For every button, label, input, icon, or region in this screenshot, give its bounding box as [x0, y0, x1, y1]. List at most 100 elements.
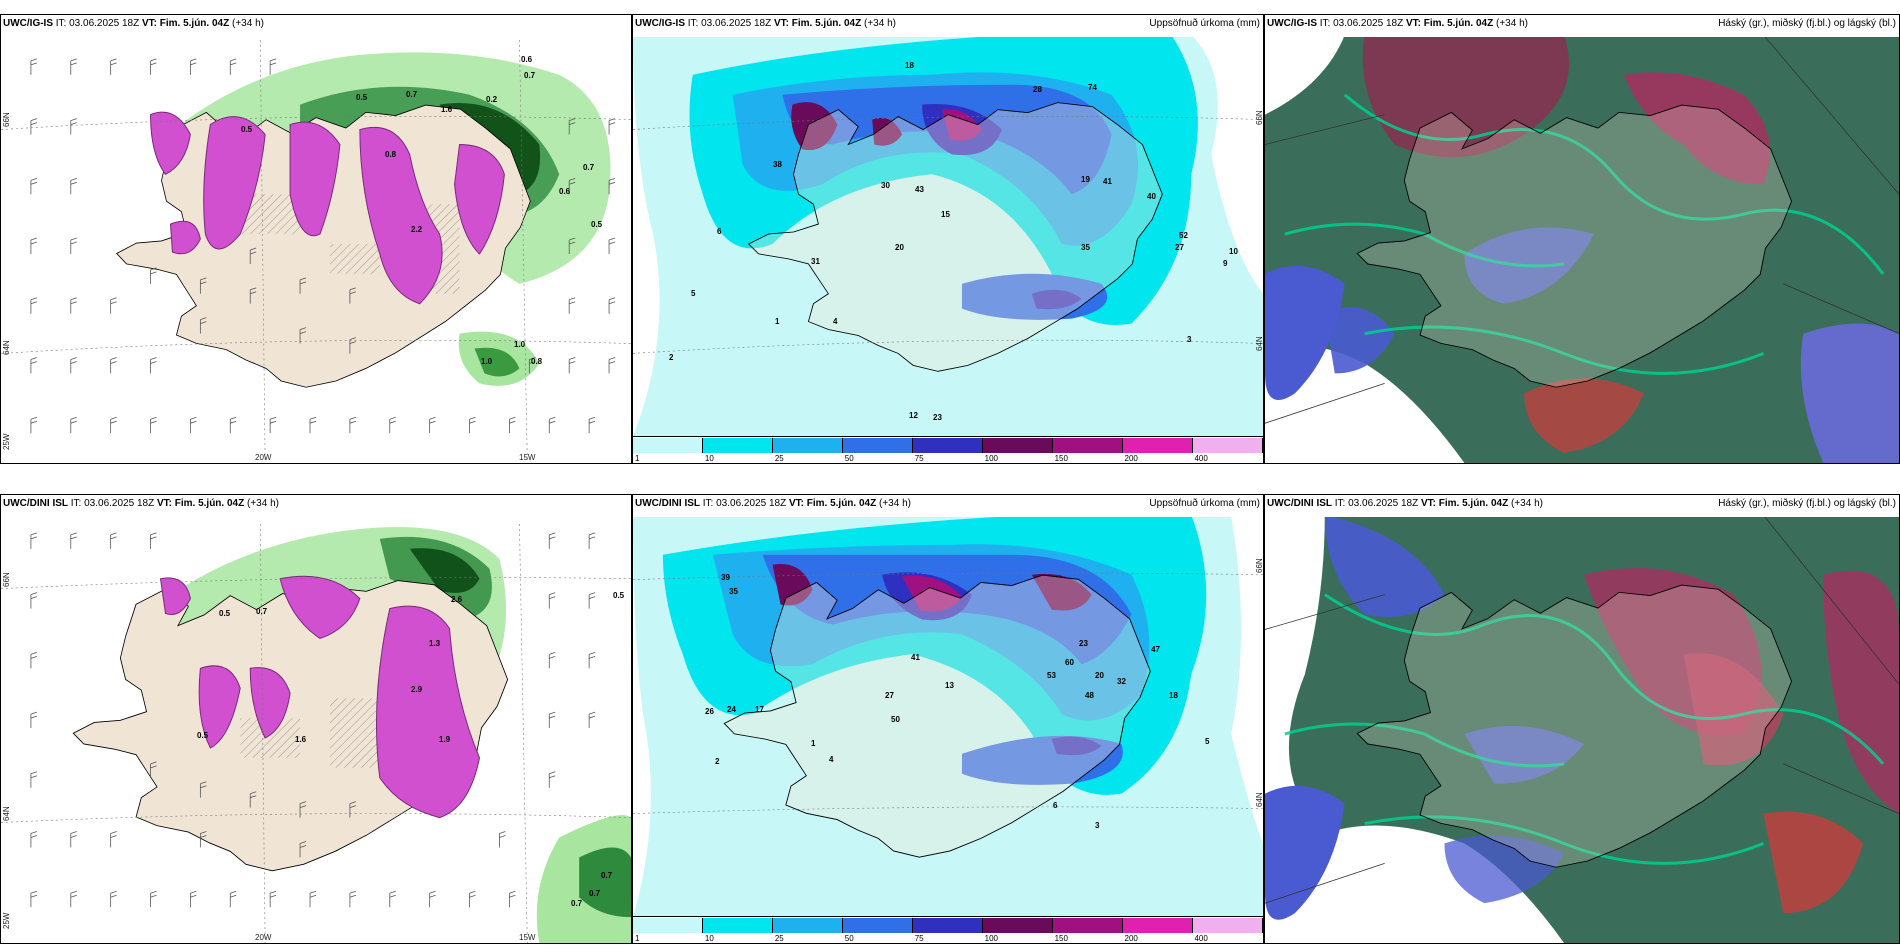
value-label: 40 — [1147, 192, 1156, 201]
legend-title: Uppsöfnuð úrkoma (mm) — [1149, 498, 1260, 509]
lead-time: (+34 h) — [1511, 498, 1543, 509]
colorbar-tick: 1 — [635, 454, 640, 463]
colorbar-swatch — [633, 918, 703, 933]
panel-header: UWC/IG-IS IT: 03.06.2025 18Z VT: Fim. 5.… — [633, 15, 1263, 37]
value-label: 74 — [1088, 83, 1097, 92]
colorbar-tick: 50 — [844, 934, 854, 943]
colorbar-swatch — [1053, 438, 1123, 453]
precip-map-svg — [633, 35, 1263, 437]
value-label: 1.9 — [439, 735, 451, 744]
value-label: 1.0 — [481, 357, 493, 366]
value-label: 0.7 — [256, 607, 268, 616]
panel-header: UWC/IG-IS IT: 03.06.2025 18Z VT: Fim. 5.… — [1, 15, 631, 37]
lon-label: 25W — [2, 433, 11, 450]
colorbar-swatch — [983, 918, 1053, 933]
panel-precip-bottom: UWC/DINI ISL IT: 03.06.2025 18Z VT: Fim.… — [632, 494, 1264, 944]
value-label: 1 — [775, 317, 780, 326]
valid-time-label: VT: — [788, 498, 804, 509]
cloud-map-svg — [1265, 515, 1899, 943]
value-label: 0.5 — [356, 93, 368, 102]
value-label: 2.9 — [411, 685, 423, 694]
wind-map-svg — [1, 519, 631, 943]
value-label: 6 — [717, 227, 722, 236]
value-label: 38 — [773, 160, 782, 169]
colorbar-swatch — [913, 918, 983, 933]
colorbar-tick: 75 — [914, 454, 924, 463]
colorbar-tick: 25 — [774, 934, 784, 943]
colorbar-tick: 25 — [774, 454, 784, 463]
precip-colorbar: 1 10 25 50 75 100 150 200 400 — [633, 916, 1263, 943]
model-name: UWC/IG-IS — [3, 18, 53, 29]
value-label: 15 — [941, 210, 950, 219]
lat-label: 64N — [2, 806, 11, 821]
precip-colorbar: 1 10 25 50 75 100 150 200 400 — [633, 436, 1263, 463]
value-label: 52 — [1179, 231, 1188, 240]
cloud-map — [1265, 35, 1899, 463]
value-label: 9 — [1223, 259, 1228, 268]
valid-time-label: VT: — [1420, 498, 1436, 509]
colorbar-swatch — [1123, 918, 1193, 933]
value-label: 0.8 — [531, 357, 543, 366]
value-label: 30 — [881, 181, 890, 190]
value-label: 53 — [1047, 671, 1056, 680]
valid-time-label: VT: — [141, 18, 157, 29]
lon-label: 15W — [519, 453, 536, 462]
colorbar-swatch — [1193, 918, 1263, 933]
model-name: UWC/IG-IS — [635, 18, 685, 29]
colorbar-tick: 10 — [704, 454, 714, 463]
value-label: 24 — [727, 705, 736, 714]
legend-title: Uppsöfnuð úrkoma (mm) — [1149, 18, 1260, 29]
precip-map: 39 35 41 13 23 60 53 20 32 47 48 26 24 1… — [633, 515, 1263, 917]
lead-time: (+34 h) — [247, 498, 279, 509]
issue-time: IT: 03.06.2025 18Z — [702, 498, 787, 509]
value-label: 47 — [1151, 645, 1160, 654]
lead-time: (+34 h) — [232, 18, 264, 29]
valid-time-label: VT: — [1405, 18, 1421, 29]
panel-wind-top: UWC/IG-IS IT: 03.06.2025 18Z VT: Fim. 5.… — [0, 14, 632, 464]
valid-time: Fim. 5.jún. 04Z — [1423, 18, 1494, 29]
value-label: 5 — [691, 289, 696, 298]
lat-label: 64N — [1255, 792, 1264, 807]
value-label: 0.7 — [589, 889, 601, 898]
legend-title: Háský (gr.), miðský (fj.bl.) og lágský (… — [1718, 18, 1896, 29]
value-label: 32 — [1117, 677, 1126, 686]
lat-label: 66N — [1255, 558, 1264, 573]
value-label: 23 — [933, 413, 942, 422]
colorbar-tick: 400 — [1194, 454, 1208, 463]
colorbar-swatch — [843, 918, 913, 933]
panel-cloud-top: UWC/IG-IS IT: 03.06.2025 18Z VT: Fim. 5.… — [1264, 14, 1900, 464]
value-label: 0.5 — [613, 591, 625, 600]
lat-label: 66N — [1255, 110, 1264, 125]
panel-header: UWC/DINI ISL IT: 03.06.2025 18Z VT: Fim.… — [1, 495, 631, 521]
value-label: 1.6 — [295, 735, 307, 744]
colorbar-tick: 200 — [1124, 934, 1138, 943]
model-name: UWC/DINI ISL — [1267, 498, 1332, 509]
value-label: 27 — [1175, 243, 1184, 252]
value-label: 18 — [1169, 691, 1178, 700]
value-label: 0.7 — [524, 71, 536, 80]
issue-time: IT: 03.06.2025 18Z — [70, 498, 155, 509]
colorbar-tick: 75 — [914, 934, 924, 943]
precip-map-svg — [633, 515, 1263, 917]
model-name: UWC/DINI ISL — [3, 498, 68, 509]
value-label: 2 — [669, 353, 674, 362]
value-label: 1.3 — [429, 639, 441, 648]
value-label: 4 — [829, 755, 834, 764]
value-label: 60 — [1065, 658, 1074, 667]
colorbar-tick: 400 — [1194, 934, 1208, 943]
panel-precip-top: UWC/IG-IS IT: 03.06.2025 18Z VT: Fim. 5.… — [632, 14, 1264, 464]
colorbar-tick: 100 — [984, 454, 998, 463]
lon-label: 25W — [2, 912, 11, 929]
value-label: 6 — [1053, 801, 1058, 810]
value-label: 0.6 — [559, 187, 571, 196]
colorbar-swatch — [773, 918, 843, 933]
value-label: 17 — [755, 705, 764, 714]
value-label: 39 — [721, 573, 730, 582]
lat-label: 64N — [1255, 336, 1264, 351]
panel-header: UWC/DINI ISL IT: 03.06.2025 18Z VT: Fim.… — [633, 495, 1263, 517]
colorbar-swatch — [843, 438, 913, 453]
valid-time-label: VT: — [773, 18, 789, 29]
value-label: 0.7 — [406, 90, 418, 99]
valid-time: Fim. 5.jún. 04Z — [174, 498, 245, 509]
value-label: 1 — [811, 739, 816, 748]
